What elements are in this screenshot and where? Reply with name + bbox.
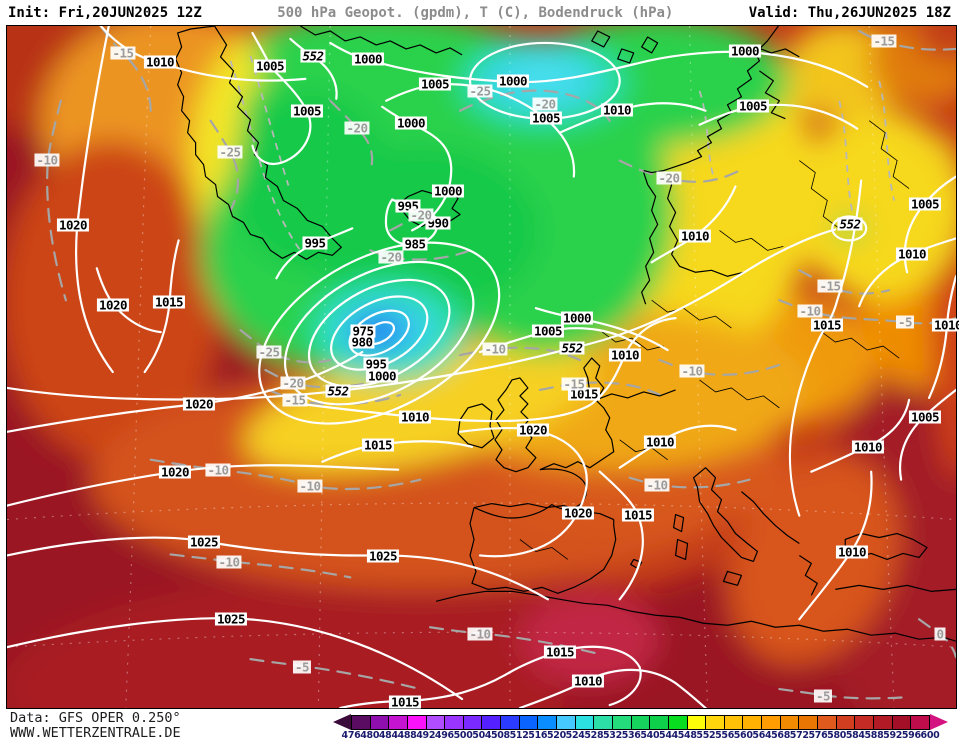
colorbar-cell	[762, 715, 781, 729]
colorbar-tick: 600	[920, 730, 940, 741]
colorbar-cell	[557, 715, 576, 729]
colorbar-cell	[501, 715, 520, 729]
colorbar-tick: 588	[864, 730, 884, 741]
colorbar-tick: 500	[453, 730, 473, 741]
colorbar-overflow-arrow	[930, 714, 948, 730]
colorbar-cell	[724, 715, 744, 729]
colorbar-tick: 536	[621, 730, 641, 741]
colorbar-cell	[668, 715, 688, 729]
map-header: Init: Fri,20JUN2025 12Z 500 hPa Geopot. …	[0, 0, 959, 25]
colorbar-underflow-arrow	[333, 714, 351, 730]
graticule	[7, 26, 956, 708]
colorbar-tick: 480	[360, 730, 380, 741]
colorbar-tick: 532	[603, 730, 622, 741]
colorbar-tick: 492	[416, 730, 436, 741]
colorbar-cell	[855, 715, 874, 729]
coastlines	[175, 26, 956, 642]
colorbar-cells	[351, 714, 930, 730]
colorbar-cell	[650, 715, 669, 729]
colorbar-cell	[463, 715, 483, 729]
colorbar-ticks: 476 480 484 488 492 496 500 504 508 512 516 520 524 5…	[342, 730, 940, 741]
colorbar-cell	[538, 715, 558, 729]
colorbar-cell	[389, 715, 408, 729]
colorbar-cell	[743, 715, 763, 729]
colorbar-tick: 584	[845, 730, 865, 741]
colorbar-cell	[407, 715, 427, 729]
valid-label: Valid: Thu,26JUN2025 18Z	[748, 4, 951, 21]
colorbar-cell	[482, 715, 502, 729]
colorbar-tick: 488	[397, 730, 417, 741]
colorbar-tick: 596	[901, 730, 921, 741]
colorbar-cell	[892, 715, 912, 729]
colorbar-cell	[445, 715, 464, 729]
colorbar-cell	[706, 715, 725, 729]
init-label: Init: Fri,20JUN2025 12Z	[8, 4, 202, 21]
colorbar-cell	[687, 715, 707, 729]
colorbar-cell	[818, 715, 837, 729]
colorbar-tick: 564	[752, 730, 772, 741]
colorbar-cell	[799, 715, 819, 729]
colorbar-cell	[594, 715, 613, 729]
colorbar-cell	[780, 715, 800, 729]
colorbar-row	[333, 714, 948, 730]
colorbar-tick: 592	[883, 730, 903, 741]
colorbar-tick: 580	[827, 730, 847, 741]
colorbar-cell	[612, 715, 632, 729]
colorbar-cell	[873, 715, 893, 729]
colorbar-cell	[352, 715, 371, 729]
colorbar-tick: 528	[584, 730, 604, 741]
colorbar-tick: 476	[341, 730, 361, 741]
colorbar-cell	[575, 715, 595, 729]
colorbar-tick: 484	[378, 730, 398, 741]
colorbar-tick: 548	[677, 730, 697, 741]
colorbar-cell	[911, 715, 929, 729]
colorbar-cell	[519, 715, 539, 729]
colorbar-legend: 476 480 484 488 492 496 500 504 508 512 516 520 524 5…	[333, 714, 948, 741]
colorbar-tick: 572	[789, 730, 809, 741]
footer-credits: Data: GFS OPER 0.250° WWW.WETTERZENTRALE…	[10, 711, 181, 741]
map-title: 500 hPa Geopot. (gpdm), T (C), Bodendruc…	[277, 4, 674, 21]
colorbar-tick: 552	[696, 730, 716, 741]
colorbar-tick: 524	[565, 730, 585, 741]
colorbar-cell	[836, 715, 856, 729]
colorbar-tick: 504	[472, 730, 492, 741]
weather-map	[6, 25, 957, 709]
colorbar-tick: 512	[509, 730, 529, 741]
colorbar-tick: 520	[546, 730, 566, 741]
colorbar-tick: 544	[659, 730, 678, 741]
data-source: Data: GFS OPER 0.250°	[10, 710, 181, 726]
colorbar-tick: 496	[434, 730, 454, 741]
colorbar-tick: 516	[528, 730, 548, 741]
colorbar-tick: 576	[808, 730, 828, 741]
colorbar-tick: 560	[733, 730, 753, 741]
map-graphic	[7, 26, 956, 708]
colorbar-cell	[370, 715, 390, 729]
colorbar-tick: 540	[640, 730, 660, 741]
website: WWW.WETTERZENTRALE.DE	[10, 725, 181, 741]
colorbar-tick: 508	[490, 730, 510, 741]
colorbar-tick: 568	[771, 730, 791, 741]
colorbar-cell	[631, 715, 651, 729]
colorbar-tick: 556	[715, 730, 735, 741]
colorbar-cell	[426, 715, 446, 729]
